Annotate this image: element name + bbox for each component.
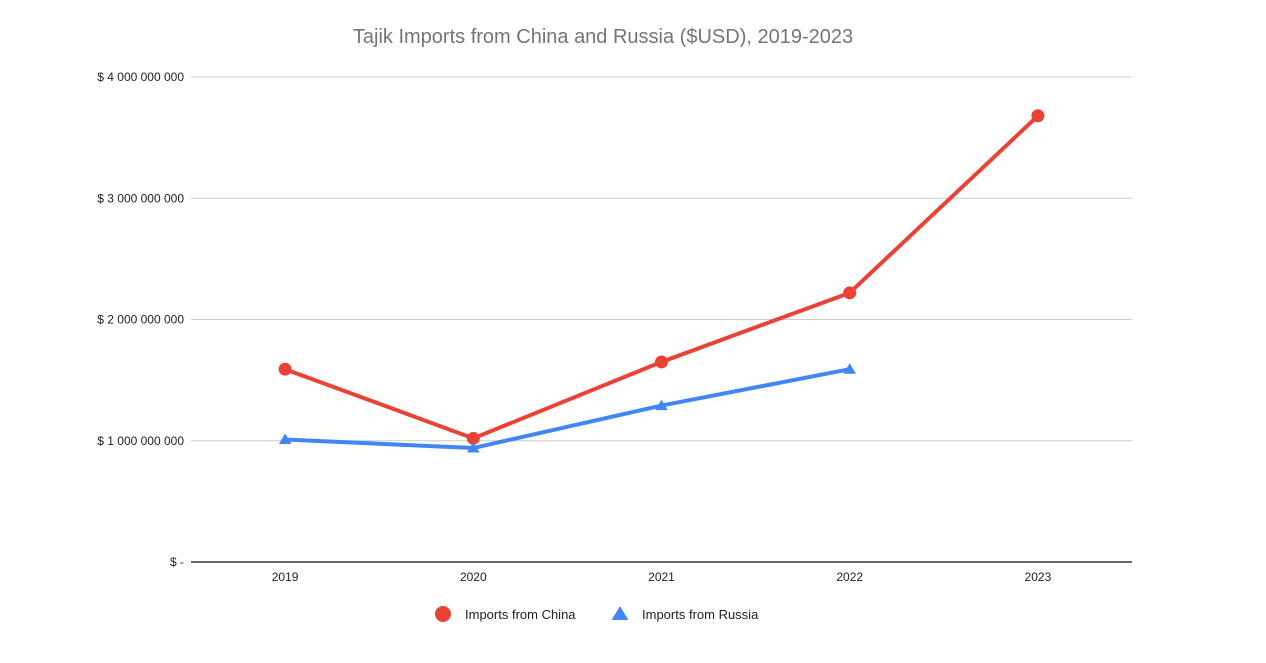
x-tick-label: 2020 xyxy=(460,570,487,584)
x-tick-label: 2023 xyxy=(1025,570,1052,584)
data-point xyxy=(467,442,480,453)
x-tick-label: 2019 xyxy=(272,570,299,584)
legend-marker-circle xyxy=(435,606,451,622)
series-imports-from-china xyxy=(278,109,1045,445)
chart-title: Tajik Imports from China and Russia ($US… xyxy=(353,26,853,48)
data-point xyxy=(843,363,856,374)
y-tick-label: $ - xyxy=(170,555,184,569)
legend: Imports from China Imports from Russia xyxy=(435,606,759,622)
gridlines xyxy=(191,76,1132,563)
data-point xyxy=(278,433,292,445)
data-point xyxy=(843,286,857,300)
y-tick-label: $ 3 000 000 000 xyxy=(97,191,184,205)
data-point xyxy=(655,399,668,411)
legend-label: Imports from Russia xyxy=(642,607,759,622)
data-point xyxy=(278,362,292,376)
y-axis-ticks: $ - $ 1 000 000 000 $ 2 000 000 000 $ 3 000… xyxy=(97,70,184,569)
series-imports-from-russia xyxy=(278,363,856,453)
data-point xyxy=(466,431,480,445)
x-tick-label: 2022 xyxy=(836,570,863,584)
y-tick-label: $ 2 000 000 000 xyxy=(97,313,184,327)
legend-label: Imports from China xyxy=(465,607,576,622)
x-axis-ticks: 2019 2020 2021 2022 2023 xyxy=(272,570,1052,584)
series-line xyxy=(284,114,1040,441)
series-line xyxy=(285,367,851,451)
series-group xyxy=(278,109,1045,453)
data-point xyxy=(655,355,668,369)
legend-marker-triangle xyxy=(611,606,629,620)
data-point xyxy=(1031,109,1045,123)
y-tick-label: $ 4 000 000 000 xyxy=(97,70,184,84)
x-tick-label: 2021 xyxy=(648,570,675,584)
y-tick-label: $ 1 000 000 000 xyxy=(97,434,184,448)
